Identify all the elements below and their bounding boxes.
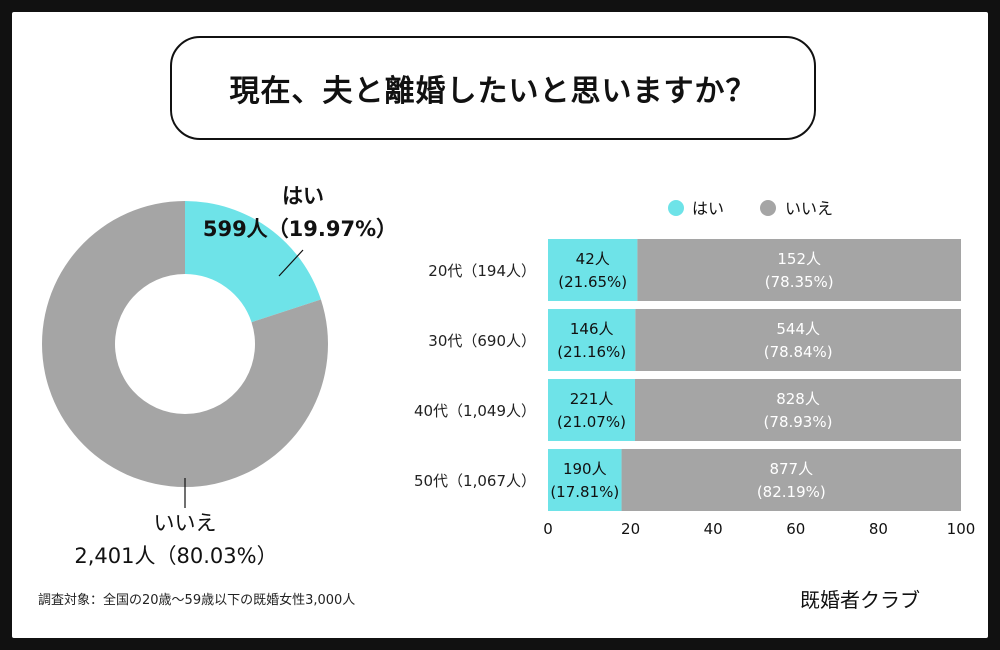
survey-footnote: 調査対象：全国の20歳〜59歳以下の既婚女性3,000人 <box>38 593 356 608</box>
category-label: 30代（690人） <box>428 332 536 350</box>
data-label-count: 42人 <box>576 250 610 268</box>
data-label-count: 221人 <box>570 390 614 408</box>
bar-segment-yes <box>548 309 636 371</box>
title-box: 現在、夫と離婚したいと思いますか？ <box>170 36 816 140</box>
legend-swatch-no <box>760 200 776 216</box>
bar-segment-no <box>637 239 961 301</box>
x-tick-label: 80 <box>869 520 888 538</box>
x-tick-label: 20 <box>621 520 640 538</box>
data-label-percent: (78.84%) <box>764 343 833 361</box>
data-label-count: 828人 <box>776 390 820 408</box>
x-tick-label: 0 <box>543 520 553 538</box>
data-label-percent: (78.35%) <box>765 273 834 291</box>
data-label-percent: (78.93%) <box>764 413 833 431</box>
legend-label-no: いいえ <box>785 199 833 218</box>
category-label: 20代（194人） <box>428 262 536 280</box>
data-label-count: 190人 <box>563 460 607 478</box>
pie-value-no: 2,401人（80.03%） <box>74 544 277 568</box>
x-tick-label: 40 <box>704 520 723 538</box>
bar-segment-no <box>621 449 961 511</box>
data-label-percent: (21.65%) <box>558 273 627 291</box>
data-label-percent: (17.81%) <box>550 483 619 501</box>
slice-no <box>42 201 328 487</box>
data-label-count: 146人 <box>570 320 614 338</box>
x-tick-label: 100 <box>947 520 976 538</box>
data-label-percent: (82.19%) <box>757 483 826 501</box>
pie-label-no: いいえ <box>154 511 217 535</box>
data-label-percent: (21.07%) <box>557 413 626 431</box>
chart-title: 現在、夫と離婚したいと思いますか？ <box>229 74 757 109</box>
slice-yes <box>185 201 321 323</box>
data-label-count: 544人 <box>776 320 820 338</box>
data-label-percent: (21.16%) <box>557 343 626 361</box>
brand-logo-text: 既婚者クラブ <box>800 588 920 612</box>
data-label-count: 877人 <box>769 460 813 478</box>
bar-segment-yes <box>548 239 638 301</box>
leader-line-yes <box>278 249 304 277</box>
category-label: 40代（1,049人） <box>414 402 536 420</box>
x-tick-label: 60 <box>786 520 805 538</box>
bar-segment-yes <box>548 379 636 441</box>
bar-segment-yes <box>548 449 622 511</box>
legend-swatch-yes <box>668 200 684 216</box>
data-label-count: 152人 <box>777 250 821 268</box>
pie-label-yes: はい <box>282 184 324 208</box>
bar-segment-no <box>635 309 961 371</box>
category-label: 50代（1,067人） <box>414 472 536 490</box>
bar-segment-no <box>635 379 961 441</box>
pie-value-yes: 599人（19.97%） <box>203 217 397 241</box>
legend-label-yes: はい <box>692 199 724 218</box>
